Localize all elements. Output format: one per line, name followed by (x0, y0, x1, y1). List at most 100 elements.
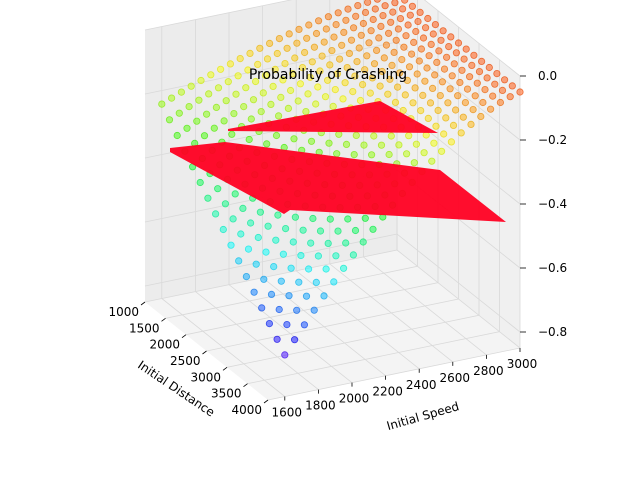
data-point (283, 320, 291, 329)
x-tick-label: 1000 (108, 305, 139, 319)
data-point (305, 21, 313, 29)
data-point (310, 43, 318, 51)
data-point (401, 91, 409, 99)
data-point (412, 27, 420, 36)
data-point (300, 321, 308, 329)
data-point (378, 67, 386, 76)
data-point (256, 208, 264, 216)
data-point (293, 39, 301, 47)
data-point (286, 86, 295, 95)
data-point (360, 141, 368, 149)
data-point (205, 90, 213, 98)
data-point (439, 27, 447, 35)
data-point (325, 139, 333, 147)
data-point (446, 85, 454, 93)
crash-surface (170, 101, 506, 222)
data-point (437, 36, 445, 44)
data-point (447, 138, 455, 146)
data-point (428, 84, 437, 93)
data-point (358, 81, 367, 89)
data-point (262, 248, 270, 256)
data-point (340, 28, 348, 37)
data-point (379, 12, 387, 20)
data-point (477, 112, 485, 121)
data-point (285, 30, 293, 38)
data-point (289, 70, 297, 78)
y-tick-label: 2400 (406, 378, 437, 392)
data-point (429, 30, 437, 38)
data-point (295, 25, 303, 33)
data-point (485, 63, 493, 72)
y-tick-label: 1600 (272, 406, 303, 420)
data-point (349, 24, 358, 32)
data-point (256, 44, 264, 52)
data-point (342, 16, 350, 24)
data-point (423, 64, 431, 72)
data-point (293, 306, 301, 314)
data-point (228, 130, 236, 138)
data-point (483, 74, 491, 82)
data-point (284, 104, 292, 113)
data-point (395, 141, 403, 149)
data-point (442, 53, 451, 61)
y-tick-label: 2800 (473, 364, 504, 378)
data-point (369, 225, 377, 233)
data-point (247, 219, 255, 227)
data-point (467, 120, 475, 129)
data-point (349, 88, 357, 96)
data-point (345, 49, 353, 58)
data-point (407, 50, 416, 58)
z-tick-label: −0.4 (538, 197, 567, 211)
data-point (314, 17, 323, 25)
data-point (207, 71, 215, 79)
data-point (456, 78, 464, 87)
data-point (246, 49, 254, 58)
y-tick-label: 3000 (507, 357, 538, 371)
data-point (457, 129, 465, 137)
data-point (361, 8, 370, 17)
data-point (242, 84, 250, 92)
data-point (427, 40, 435, 49)
data-point (419, 34, 428, 42)
data-point (252, 260, 260, 268)
data-point (299, 226, 307, 234)
data-point (468, 61, 476, 70)
data-point (193, 117, 201, 125)
data-point (298, 64, 307, 72)
data-point (436, 92, 444, 100)
data-point (413, 70, 421, 78)
data-point (221, 200, 229, 208)
data-point (387, 132, 395, 140)
data-point (323, 76, 332, 84)
data-point (440, 65, 449, 73)
data-point (302, 108, 310, 116)
data-point (303, 34, 311, 42)
data-point (420, 149, 428, 157)
data-point (351, 72, 359, 80)
data-point (402, 32, 410, 40)
data-point (264, 222, 272, 230)
data-point (295, 278, 303, 286)
data-point (168, 94, 176, 102)
data-point (342, 239, 350, 247)
data-point (242, 272, 250, 281)
data-point (421, 24, 430, 32)
data-point (394, 25, 402, 33)
data-point (341, 79, 349, 87)
data-point (318, 52, 326, 60)
x-tick-label: 3500 (211, 387, 242, 401)
data-point (367, 151, 376, 159)
data-point (236, 54, 244, 63)
data-point (338, 41, 346, 49)
data-point (279, 76, 287, 84)
data-point (465, 73, 474, 81)
surface-lower (170, 142, 506, 222)
data-point (257, 108, 265, 116)
data-point (332, 20, 340, 29)
data-point (273, 335, 281, 343)
data-point (463, 85, 472, 93)
data-point (304, 265, 313, 273)
data-point (277, 277, 285, 285)
